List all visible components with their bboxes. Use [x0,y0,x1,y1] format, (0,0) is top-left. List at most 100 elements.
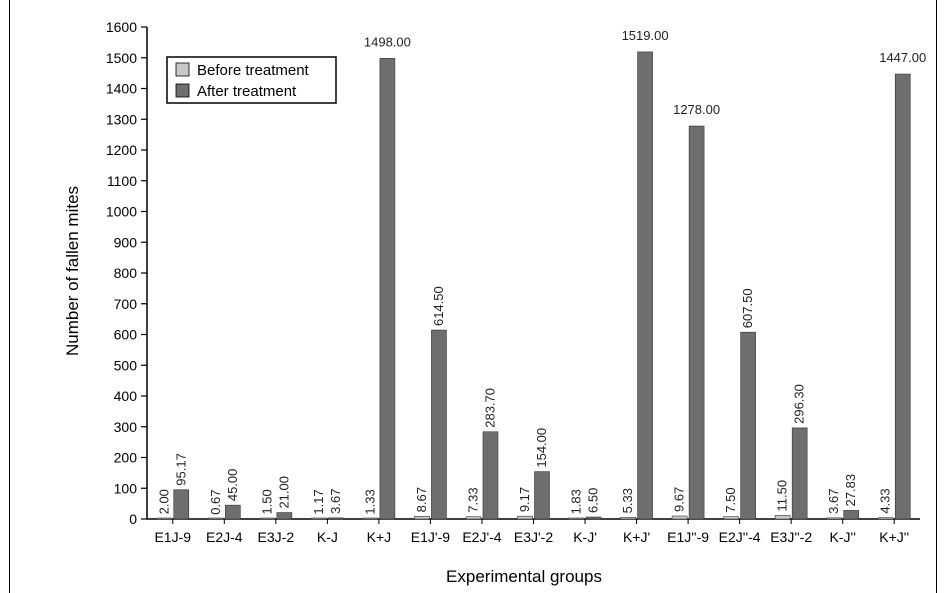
y-tick-label: 300 [114,419,138,435]
data-label: 7.33 [465,487,480,512]
x-tick-label: K+J' [623,529,650,545]
y-tick-label: 1500 [106,50,137,66]
y-tick-label: 1100 [107,173,137,189]
bar-after-treatment [791,427,808,520]
data-label: 4.33 [878,488,893,513]
y-tick-label: 900 [114,234,138,250]
x-tick-label: E2J'-4 [462,529,501,545]
bar-after-treatment [585,516,602,520]
bar-after-treatment [688,125,705,520]
bar-before-treatment [774,515,791,520]
data-label: 21.00 [276,476,291,509]
bar-after-treatment [431,329,447,520]
data-label: 283.70 [482,388,497,428]
legend: Before treatment After treatment [166,56,337,104]
y-tick-label: 0 [129,511,137,527]
bar-before-treatment [311,517,327,520]
bar-after-treatment [637,51,653,520]
legend-label-before: Before treatment [197,62,310,79]
data-label: 1.83 [569,489,584,514]
x-tick-label: E2J-4 [206,529,243,545]
bar-after-treatment [740,331,756,520]
data-label: 1.17 [311,489,326,514]
x-tick-label: E3J'-2 [514,529,553,545]
bars-group [156,51,911,520]
data-label: 296.30 [792,384,807,424]
y-tick-label: 600 [114,327,138,343]
data-label: 614.50 [431,286,446,326]
bar-after-treatment [276,512,293,520]
x-tick-label: K+J'' [879,529,909,545]
y-tick-label: 200 [114,450,138,466]
y-tick-label: 400 [114,388,138,404]
x-tick-label: E1J-9 [154,529,191,545]
bar-before-treatment [723,516,739,520]
bar-before-treatment [620,517,636,520]
bar-before-treatment [362,517,379,520]
bar-after-treatment [894,73,911,520]
x-tick-label: E3J-2 [258,529,295,545]
bar-after-treatment [328,517,344,520]
x-tick-label: K-J'' [830,529,856,545]
bar-before-treatment [156,517,173,520]
x-tick-label: E1J''-9 [667,529,709,545]
bar-before-treatment [568,517,585,520]
data-label: 27.83 [843,474,858,507]
data-label: 1.50 [259,489,274,514]
y-tick-label: 1600 [106,19,137,35]
data-label: 1519.00 [622,28,669,43]
data-label: 9.17 [517,487,532,512]
y-tick-label: 800 [114,265,138,281]
data-label: 607.50 [740,288,755,328]
data-label: 1498.00 [364,34,411,49]
bar-after-treatment [379,58,396,520]
data-label: 11.50 [775,480,790,512]
y-tick-label: 1200 [106,142,137,158]
legend-swatch-before [175,62,190,77]
y-tick-label: 100 [114,480,138,496]
x-tick-label: E2J''-4 [719,529,761,545]
x-axis: E1J-9 E2J-4 E3J-2 K-J K+J E1J'-9 E2J'-4 E3J'-2 K… [147,518,920,545]
legend-label-after: After treatment [197,83,297,100]
legend-swatch-after [175,83,190,98]
bar-before-treatment [671,515,688,520]
y-tick-label: 1300 [106,111,137,127]
x-tick-label: K+J [367,529,392,545]
bar-before-treatment [517,515,533,520]
legend-box [166,56,337,104]
bar-before-treatment [877,517,894,520]
bar-before-treatment [826,517,843,520]
bar-before-treatment [414,516,430,520]
y-axis-title: Number of fallen mites [63,186,82,356]
y-axis: 0 100 200 300 400 500 600 700 800 900 1000 1100 1200… [106,19,148,527]
y-tick-label: 700 [114,296,138,312]
x-tick-label: K-J [317,529,338,545]
data-label: 1447.00 [879,50,926,65]
data-label: 1.33 [362,489,377,514]
data-label: 45.00 [225,469,240,502]
data-label: 5.33 [620,488,635,513]
x-tick-label: E3J''-2 [770,529,812,545]
bar-before-treatment [465,516,482,520]
figure-frame [9,0,937,593]
x-axis-title: Experimental groups [446,567,602,586]
y-tick-label: 1400 [106,81,137,97]
bar-before-treatment [259,517,276,520]
x-tick-label: E1J'-9 [411,529,450,545]
bar-after-treatment [225,504,241,520]
y-tick-label: 500 [114,357,138,373]
data-label: 0.67 [208,489,223,514]
data-label: 9.67 [672,487,687,512]
data-label: 1278.00 [673,102,720,117]
bar-after-treatment [482,431,499,520]
bar-after-treatment [843,510,860,520]
data-label: 2.00 [156,489,171,514]
data-label: 6.50 [586,488,601,513]
bar-after-treatment [534,471,550,520]
y-tick-label: 1000 [106,204,137,220]
data-label: 8.67 [414,487,429,512]
data-label: 7.50 [723,487,738,512]
data-label: 3.67 [826,489,841,514]
